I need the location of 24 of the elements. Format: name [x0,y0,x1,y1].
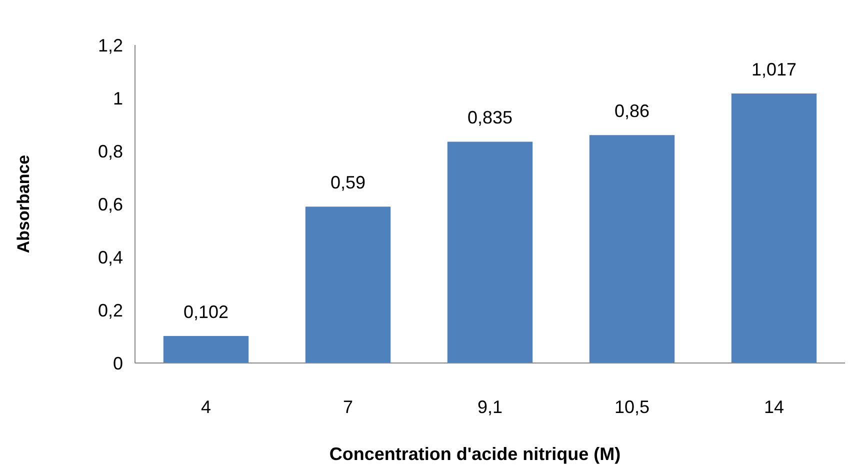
bar [447,142,533,363]
data-label: 0,86 [614,101,650,122]
bar [589,135,675,363]
x-tick-label: 9,1 [477,397,503,417]
x-axis-title: Concentration d'acide nitrique (M) [329,444,621,464]
bar [305,206,391,363]
data-label: 0,59 [330,172,366,193]
bar [163,336,249,363]
x-tick-label: 10,5 [614,397,650,417]
y-tick-label: 0,4 [98,247,123,268]
data-label: 0,102 [183,302,229,322]
x-tick-label: 7 [342,397,354,417]
y-axis-title: Absorbance [14,154,33,254]
bar [731,93,817,363]
y-tick-label: 1 [112,88,123,108]
data-label: 1,017 [751,59,797,80]
y-tick-label: 0,2 [98,300,123,320]
y-tick-label: 0,6 [98,194,123,214]
y-tick-label: 0 [112,353,123,374]
x-tick-label: 14 [764,397,784,417]
y-tick-label: 0,8 [98,141,123,162]
x-tick-label: 4 [200,397,212,417]
data-label: 0,835 [467,108,513,128]
y-tick-label: 1,2 [98,35,123,56]
